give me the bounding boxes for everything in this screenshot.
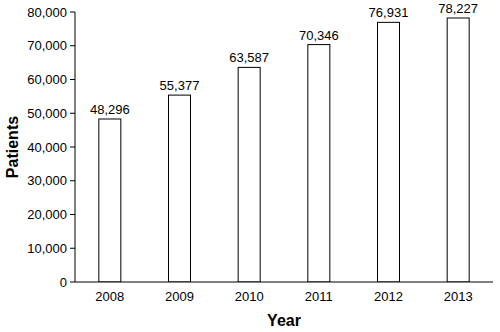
y-tick-label: 70,000	[27, 38, 67, 53]
data-label: 55,377	[160, 78, 200, 93]
bar	[447, 18, 469, 282]
bars	[99, 18, 469, 282]
y-tick	[70, 79, 75, 80]
x-tick-label: 2010	[235, 289, 264, 304]
x-tick-label: 2011	[305, 289, 333, 304]
y-tick	[70, 248, 75, 249]
y-axis-title: Patients	[4, 116, 21, 178]
y-tick	[70, 12, 75, 13]
y-tick-label: 20,000	[27, 207, 67, 222]
data-label: 78,227	[438, 1, 478, 16]
data-label: 63,587	[229, 50, 269, 65]
x-axis-title: Year	[267, 312, 301, 329]
y-tick-label: 40,000	[27, 140, 67, 155]
y-tick-label: 80,000	[27, 5, 67, 20]
bar	[378, 22, 400, 282]
y-tick	[70, 147, 75, 148]
x-tick-label: 2009	[165, 289, 194, 304]
y-tick	[70, 282, 75, 283]
y-tick-label: 10,000	[27, 241, 67, 256]
y-tick	[70, 214, 75, 215]
y-tick-label: 30,000	[27, 173, 67, 188]
y-tick	[70, 113, 75, 114]
bar	[308, 45, 330, 282]
chart: 0 10,000 20,000 30,000 40,000 50,000 60,000 70,…	[0, 0, 500, 332]
y-tick-label: 50,000	[27, 106, 67, 121]
data-label: 70,346	[299, 28, 339, 43]
bar	[238, 67, 260, 282]
x-tick-label: 2008	[95, 289, 124, 304]
y-tick	[70, 45, 75, 46]
x-axis	[75, 282, 493, 283]
bar	[99, 119, 121, 282]
x-tick-label: 2013	[444, 289, 473, 304]
data-label: 48,296	[90, 102, 130, 117]
y-tick-label: 60,000	[27, 72, 67, 87]
y-tick	[70, 180, 75, 181]
x-tick-label: 2012	[374, 289, 403, 304]
y-tick-label: 0	[60, 275, 67, 290]
data-label: 76,931	[369, 5, 409, 20]
bar	[169, 95, 191, 282]
